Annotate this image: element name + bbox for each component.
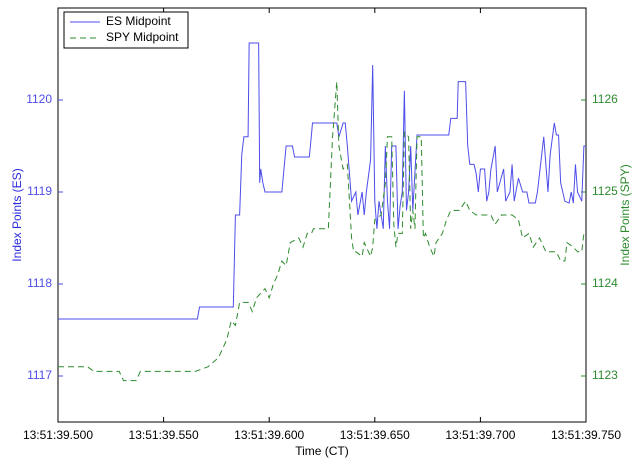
x-tick-label: 13:51:39.650 xyxy=(340,428,410,442)
legend-label: SPY Midpoint xyxy=(106,30,179,44)
plot-frame xyxy=(57,7,587,423)
series-line xyxy=(58,42,586,320)
y2-tick-label: 1123 xyxy=(592,368,618,382)
legend-box xyxy=(63,11,189,49)
y-tick-label: 1119 xyxy=(27,184,52,198)
y-tick-label: 1117 xyxy=(27,368,52,382)
x-axis-label: Time (CT) xyxy=(295,444,349,458)
y-tick-label: 1118 xyxy=(27,276,52,290)
y-axis-label: Index Points (ES) xyxy=(10,168,24,261)
y-tick-label: 1120 xyxy=(26,92,52,106)
x-tick-label: 13:51:39.600 xyxy=(234,428,304,442)
x-tick-label: 13:51:39.700 xyxy=(445,428,515,442)
x-tick-label: 13:51:39.500 xyxy=(23,428,93,442)
y2-tick-label: 1124 xyxy=(592,276,618,290)
y2-tick-label: 1126 xyxy=(592,92,618,106)
series-line xyxy=(58,81,586,382)
y2-tick-label: 1125 xyxy=(592,184,618,198)
legend-label: ES Midpoint xyxy=(106,14,171,28)
y2-axis-label: Index Points (SPY) xyxy=(618,164,632,265)
x-tick-label: 13:51:39.750 xyxy=(551,428,621,442)
x-tick-label: 13:51:39.550 xyxy=(129,428,199,442)
